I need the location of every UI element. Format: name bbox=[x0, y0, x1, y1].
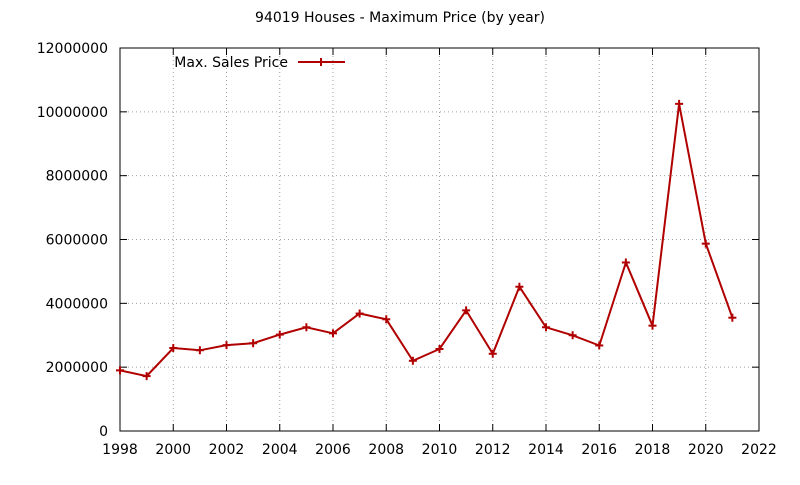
data-point bbox=[275, 330, 284, 339]
x-tick-label: 2004 bbox=[262, 442, 298, 458]
data-point bbox=[542, 323, 550, 332]
data-point bbox=[515, 282, 524, 291]
y-tick-label: 6000000 bbox=[46, 233, 108, 249]
data-point bbox=[568, 331, 577, 340]
x-tick-label: 2020 bbox=[688, 442, 724, 458]
data-point bbox=[408, 356, 417, 365]
series-line bbox=[119, 103, 734, 378]
data-point bbox=[675, 99, 684, 108]
x-tick-label: 2016 bbox=[581, 442, 617, 458]
x-tick-label: 2012 bbox=[475, 442, 511, 458]
data-point bbox=[249, 339, 258, 348]
y-tick-label: 8000000 bbox=[46, 169, 108, 185]
data-point bbox=[595, 341, 604, 350]
axes: 0 2000000 4000000 6000000 8000000 10000000 120… bbox=[37, 41, 777, 458]
data-point bbox=[462, 306, 471, 315]
x-tick-label: 2008 bbox=[368, 442, 404, 458]
y-tick-label: 2000000 bbox=[46, 360, 108, 376]
chart-title: 94019 Houses - Maximum Price (by year) bbox=[255, 10, 545, 26]
legend: Max. Sales Price bbox=[174, 55, 345, 71]
plot-frame bbox=[119, 47, 760, 432]
data-point bbox=[488, 349, 497, 358]
data-point bbox=[648, 321, 657, 330]
data-point bbox=[728, 313, 737, 322]
data-point bbox=[222, 341, 231, 350]
data-point bbox=[116, 366, 124, 375]
x-tick-label: 2000 bbox=[155, 442, 191, 458]
y-tick-label: 12000000 bbox=[37, 41, 108, 57]
y-tick-label: 4000000 bbox=[46, 296, 108, 312]
grid bbox=[120, 48, 759, 431]
data-point bbox=[302, 323, 311, 332]
legend-label: Max. Sales Price bbox=[174, 55, 288, 71]
y-tick-label: 10000000 bbox=[37, 105, 108, 121]
data-point bbox=[435, 344, 444, 353]
data-point bbox=[142, 372, 151, 381]
x-tick-label: 2010 bbox=[422, 442, 458, 458]
data-point bbox=[329, 329, 337, 338]
data-point bbox=[621, 258, 630, 267]
x-tick-label: 2018 bbox=[635, 442, 671, 458]
y-tick-label: 0 bbox=[99, 424, 108, 440]
series-layer bbox=[116, 99, 737, 381]
data-point bbox=[382, 315, 391, 324]
x-tick-label: 2002 bbox=[209, 442, 245, 458]
x-tick-label: 2006 bbox=[315, 442, 351, 458]
data-point bbox=[169, 344, 178, 353]
x-tick-label: 2014 bbox=[528, 442, 564, 458]
x-tick-label: 2022 bbox=[741, 442, 777, 458]
legend-marker bbox=[317, 58, 325, 66]
data-point bbox=[195, 346, 204, 355]
data-point bbox=[701, 239, 710, 248]
data-point bbox=[355, 309, 364, 318]
x-tick-label: 1998 bbox=[102, 442, 138, 458]
